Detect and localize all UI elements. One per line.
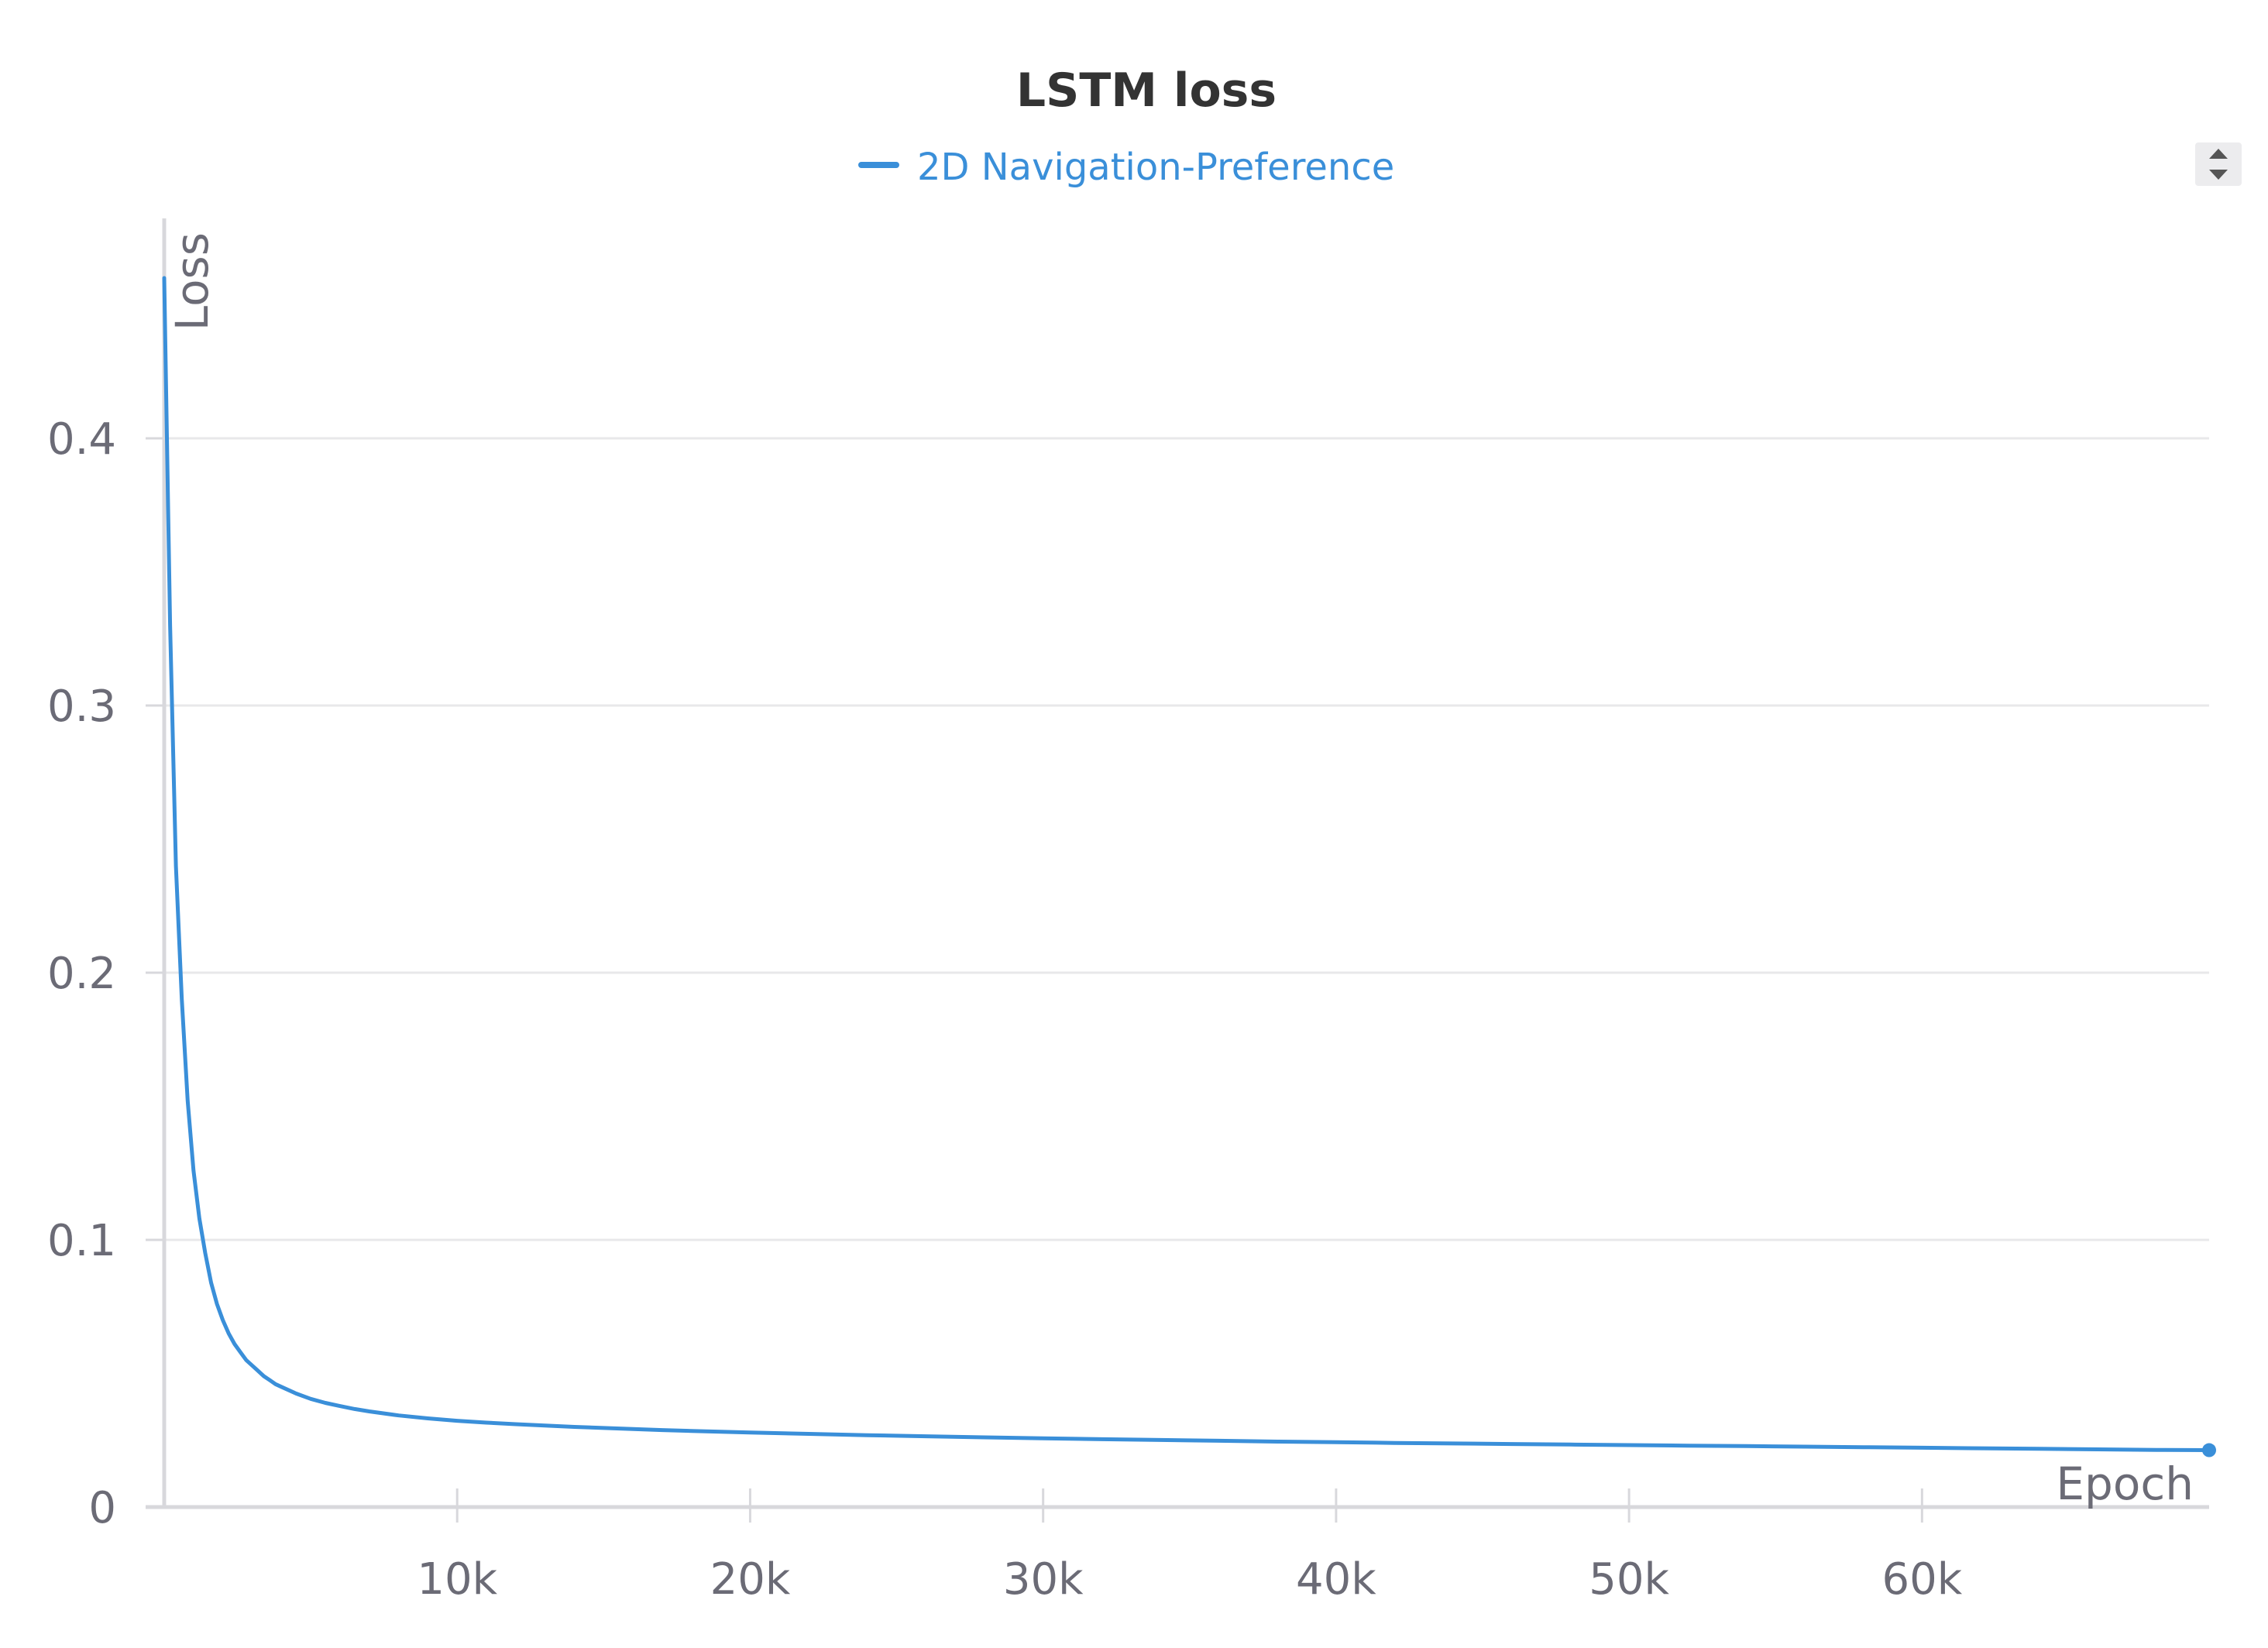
y-tick-label: 0.2 xyxy=(47,949,116,999)
y-axis-label: Loss xyxy=(166,232,218,331)
y-tick-label: 0.1 xyxy=(47,1216,116,1266)
y-tick-label: 0.4 xyxy=(47,414,116,465)
gridlines xyxy=(164,437,2209,1241)
legend-scroller-background xyxy=(2195,142,2242,186)
chart-title: LSTM loss xyxy=(1016,64,1277,118)
legend[interactable]: 2D Navigation-Preference xyxy=(858,146,1394,189)
x-axis-ticks: 10k 20k 30k 40k 50k 60k xyxy=(417,1488,1963,1605)
chevron-down-icon[interactable] xyxy=(2209,170,2228,180)
y-tick-label: 0 xyxy=(88,1483,116,1533)
x-tick-label: 30k xyxy=(1003,1554,1084,1605)
x-tick-label: 10k xyxy=(417,1554,497,1605)
series-layer xyxy=(162,276,2216,1457)
legend-entry-label: 2D Navigation-Preference xyxy=(917,146,1394,189)
y-tick-label: 0.3 xyxy=(47,682,116,732)
x-tick-label: 50k xyxy=(1589,1554,1669,1605)
axes xyxy=(146,218,2209,1509)
x-axis-label: Epoch xyxy=(2056,1457,2194,1510)
chevron-up-icon[interactable] xyxy=(2209,149,2228,159)
y-axis-ticks: 0 0.1 0.2 0.3 0.4 xyxy=(47,414,164,1533)
up-down-arrows-icon[interactable] xyxy=(2195,142,2242,186)
series-line xyxy=(162,276,2211,1452)
x-tick-label: 20k xyxy=(710,1554,791,1605)
series-endpoint-marker[interactable] xyxy=(2202,1443,2216,1457)
x-tick-label: 60k xyxy=(1881,1554,1962,1605)
x-tick-label: 40k xyxy=(1296,1554,1376,1605)
